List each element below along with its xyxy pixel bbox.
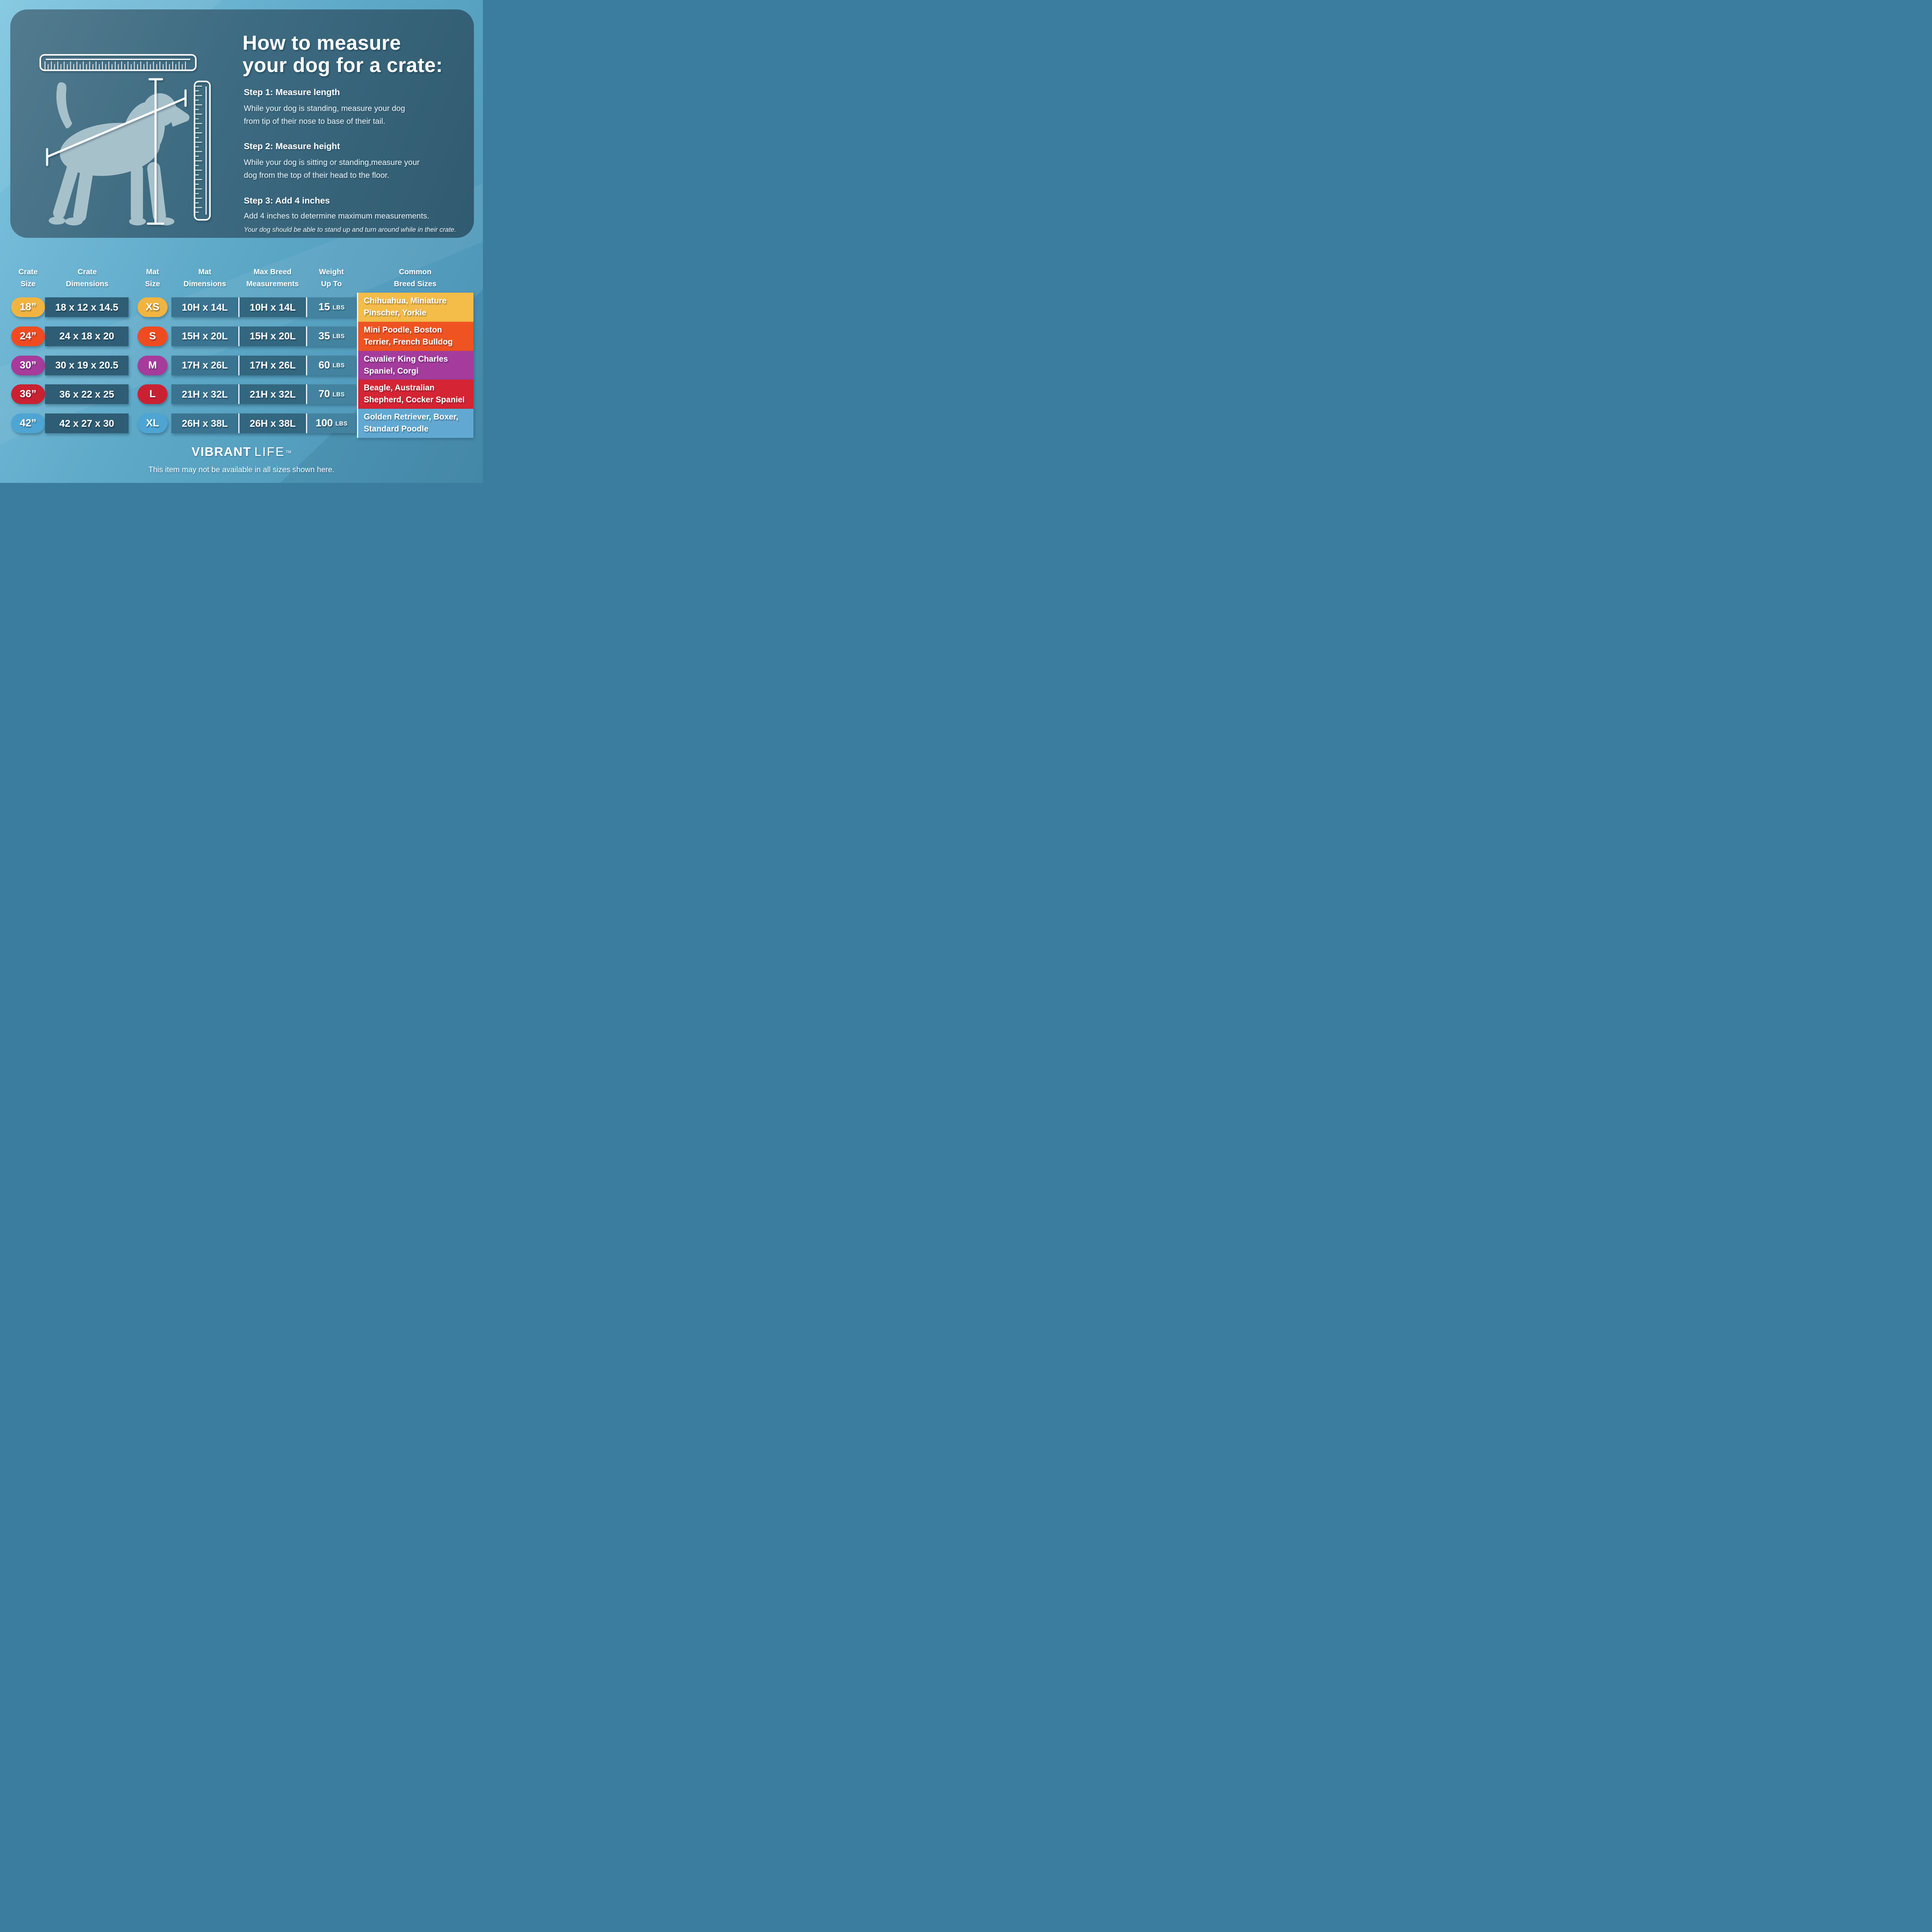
horizontal-ruler-icon	[39, 54, 197, 71]
mat-size-pill: L	[138, 384, 168, 404]
mat-dimensions-cell: 21H x 32L	[171, 384, 238, 404]
crate-dimensions-cell: 30 x 19 x 20.5	[45, 355, 129, 375]
column-header-max-breed-measurements: Max Breed Measurements	[246, 267, 299, 288]
crate-dimensions-cell: 24 x 18 x 20	[45, 326, 129, 346]
common-breeds-box: Golden Retriever, Boxer, Standard Poodle	[357, 409, 473, 438]
weight-value: 60	[318, 359, 330, 371]
max-breed-measurements-cell: 17H x 26L	[238, 355, 306, 375]
mat-size-pill: XL	[138, 413, 168, 434]
step-2: Step 2: Measure height While your dog is…	[244, 141, 483, 182]
infographic-page: How to measure your dog for a crate: Ste…	[0, 0, 483, 483]
column-header-common-breed-sizes: Common Breed Sizes	[394, 267, 437, 288]
page-title: How to measure your dog for a crate:	[243, 31, 443, 76]
weight-value: 35	[318, 330, 330, 342]
mat-dimensions-cell: 26H x 38L	[171, 413, 238, 434]
brand-logo-light: LIFE	[254, 445, 285, 459]
common-breeds-box: Mini Poodle, Boston Terrier, French Bull…	[357, 321, 473, 351]
step-1-heading: Step 1: Measure length	[244, 87, 340, 97]
crate-size-pill: 24”	[11, 326, 45, 346]
column-header-crate-size: Crate Size	[18, 267, 38, 288]
column-header-mat-dimensions: Mat Dimensions	[183, 267, 226, 288]
weight-cell: 100 LBS	[306, 413, 356, 434]
trademark-symbol: TM	[285, 449, 291, 454]
crate-size-pill: 18”	[11, 297, 45, 317]
weight-unit: LBS	[332, 391, 345, 398]
weight-cell: 70 LBS	[306, 384, 356, 404]
crate-size-pill: 36”	[11, 384, 45, 404]
column-header-weight-up-to: Weight Up To	[319, 267, 344, 288]
mat-size-pill: S	[138, 326, 168, 346]
weight-unit: LBS	[332, 362, 345, 369]
mat-dimensions-cell: 17H x 26L	[171, 355, 238, 375]
weight-cell: 35 LBS	[306, 326, 356, 346]
weight-value: 70	[318, 388, 330, 400]
common-breeds-text: Beagle, Australian Shepherd, Cocker Span…	[364, 383, 465, 405]
weight-unit: LBS	[332, 304, 345, 311]
common-breeds-box: Chihuahua, Miniature Pinscher, Yorkie	[357, 293, 473, 322]
step-3: Step 3: Add 4 inches Add 4 inches to det…	[244, 196, 483, 234]
step-1: Step 1: Measure length While your dog is…	[244, 87, 483, 128]
step-3-heading: Step 3: Add 4 inches	[244, 196, 330, 206]
dog-silhouette	[48, 82, 190, 226]
max-breed-measurements-cell: 26H x 38L	[238, 413, 306, 434]
max-breed-measurements-cell: 15H x 20L	[238, 326, 306, 346]
crate-size-pill: 42”	[11, 413, 45, 434]
column-header-crate-dimensions: Crate Dimensions	[66, 267, 109, 288]
max-breed-measurements-cell: 10H x 14L	[238, 297, 306, 317]
common-breeds-text: Cavalier King Charles Spaniel, Corgi	[364, 354, 448, 376]
step-3-note: Your dog should be able to stand up and …	[244, 226, 456, 234]
brand-logo-bold: VIBRANT	[192, 445, 252, 459]
column-header-mat-size: Mat Size	[145, 267, 160, 288]
vertical-ruler-icon	[194, 81, 211, 221]
weight-value: 15	[318, 301, 330, 313]
crate-dimensions-cell: 42 x 27 x 30	[45, 413, 129, 434]
weight-unit: LBS	[332, 333, 345, 340]
weight-value: 100	[315, 417, 333, 429]
step-2-body: While your dog is sitting or standing,me…	[244, 158, 420, 180]
weight-cell: 60 LBS	[306, 355, 356, 375]
mat-dimensions-cell: 15H x 20L	[171, 326, 238, 346]
step-2-heading: Step 2: Measure height	[244, 141, 340, 151]
common-breeds-box: Cavalier King Charles Spaniel, Corgi	[357, 350, 473, 380]
crate-dimensions-cell: 36 x 22 x 25	[45, 384, 129, 404]
max-breed-measurements-cell: 21H x 32L	[238, 384, 306, 404]
weight-cell: 15 LBS	[306, 297, 356, 317]
crate-dimensions-cell: 18 x 12 x 14.5	[45, 297, 129, 317]
mat-size-pill: XS	[138, 297, 168, 317]
mat-size-pill: M	[138, 355, 168, 375]
step-3-body: Add 4 inches to determine maximum measur…	[244, 211, 429, 220]
instruction-panel: How to measure your dog for a crate: Ste…	[10, 9, 474, 238]
common-breeds-text: Golden Retriever, Boxer, Standard Poodle	[364, 413, 458, 434]
common-breeds-text: Chihuahua, Miniature Pinscher, Yorkie	[364, 297, 447, 318]
common-breeds-text: Mini Poodle, Boston Terrier, French Bull…	[364, 325, 453, 347]
availability-disclaimer: This item may not be available in all si…	[148, 465, 335, 474]
weight-unit: LBS	[335, 420, 348, 427]
step-1-body: While your dog is standing, measure your…	[244, 104, 405, 126]
crate-size-pill: 30”	[11, 355, 45, 375]
brand-logo: VIBRANT LIFE TM	[0, 445, 483, 459]
common-breeds-box: Beagle, Australian Shepherd, Cocker Span…	[357, 380, 473, 409]
mat-dimensions-cell: 10H x 14L	[171, 297, 238, 317]
